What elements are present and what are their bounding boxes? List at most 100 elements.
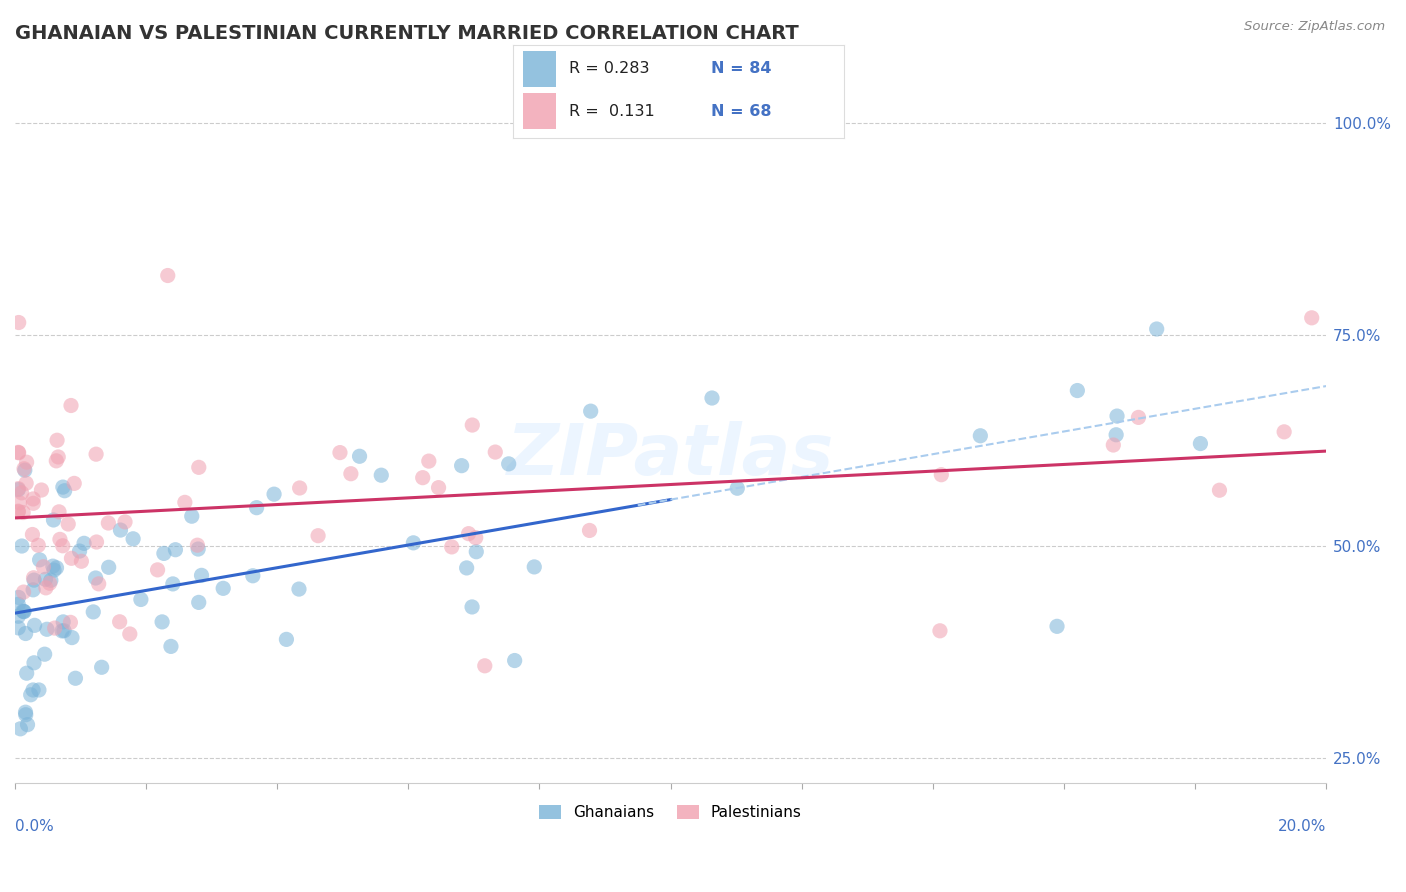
Point xyxy=(165,542,187,557)
Point xyxy=(97,516,120,530)
Point xyxy=(700,391,723,405)
Point xyxy=(22,573,45,587)
Text: N = 68: N = 68 xyxy=(711,103,772,119)
Point xyxy=(412,471,434,485)
Point xyxy=(35,581,58,595)
Point xyxy=(35,622,58,636)
Point xyxy=(288,481,311,495)
Point xyxy=(11,506,34,520)
Point xyxy=(28,553,51,567)
Point xyxy=(162,577,184,591)
Point xyxy=(498,457,520,471)
Point xyxy=(46,434,69,448)
Point xyxy=(11,539,34,553)
Point xyxy=(22,656,45,670)
Point xyxy=(474,658,496,673)
Point xyxy=(461,599,484,614)
Point xyxy=(45,454,67,468)
Point xyxy=(49,533,72,547)
Point xyxy=(51,624,73,638)
Point xyxy=(114,515,136,529)
FancyBboxPatch shape xyxy=(523,94,557,129)
Point xyxy=(349,450,371,464)
Point xyxy=(42,513,65,527)
Point xyxy=(288,582,311,596)
Point xyxy=(7,446,30,460)
Point xyxy=(90,660,112,674)
Point xyxy=(173,495,195,509)
Point xyxy=(7,609,30,624)
Point xyxy=(32,559,55,574)
Point xyxy=(1046,619,1069,633)
Point xyxy=(170,793,193,807)
Point xyxy=(7,504,30,518)
Point xyxy=(484,445,506,459)
Point xyxy=(307,529,329,543)
Text: GHANAIAN VS PALESTINIAN CURRENTLY MARRIED CORRELATION CHART: GHANAIAN VS PALESTINIAN CURRENTLY MARRIE… xyxy=(15,24,799,43)
Point xyxy=(34,647,56,661)
Point xyxy=(1128,410,1150,425)
Point xyxy=(246,500,269,515)
Point xyxy=(180,509,202,524)
Point xyxy=(187,460,209,475)
Point xyxy=(7,482,30,496)
Point xyxy=(13,605,35,619)
Point xyxy=(402,536,425,550)
Point xyxy=(7,591,30,605)
Point xyxy=(24,618,46,632)
Point xyxy=(17,717,39,731)
Point xyxy=(60,631,83,645)
Point xyxy=(46,450,69,464)
Point xyxy=(457,526,479,541)
Point xyxy=(20,688,42,702)
Point xyxy=(48,505,70,519)
Point xyxy=(187,595,209,609)
Point xyxy=(464,531,486,545)
Point xyxy=(69,544,91,558)
Point xyxy=(30,483,52,497)
Point xyxy=(465,545,488,559)
Point xyxy=(84,447,107,461)
Point xyxy=(276,632,298,647)
Point xyxy=(14,626,37,640)
Point xyxy=(10,486,32,500)
Point xyxy=(418,454,440,468)
Point xyxy=(440,540,463,554)
Point xyxy=(14,705,37,719)
Point xyxy=(73,536,96,550)
Point xyxy=(42,563,65,577)
Point xyxy=(461,418,484,433)
Text: R = 0.283: R = 0.283 xyxy=(569,62,650,77)
Point xyxy=(53,624,76,638)
Point xyxy=(190,568,212,582)
Legend: Ghanaians, Palestinians: Ghanaians, Palestinians xyxy=(533,798,807,826)
Text: Source: ZipAtlas.com: Source: ZipAtlas.com xyxy=(1244,20,1385,33)
Point xyxy=(44,621,66,635)
Point xyxy=(1105,427,1128,442)
Point xyxy=(456,561,478,575)
Point xyxy=(427,481,450,495)
Point xyxy=(34,572,56,586)
Point xyxy=(1189,436,1212,450)
Point xyxy=(52,480,75,494)
Point xyxy=(129,592,152,607)
Point xyxy=(370,468,392,483)
Point xyxy=(21,527,44,541)
FancyBboxPatch shape xyxy=(523,51,557,87)
Point xyxy=(242,568,264,582)
Point xyxy=(1146,322,1168,336)
Point xyxy=(60,551,83,566)
Point xyxy=(146,563,169,577)
Point xyxy=(22,582,45,597)
Point xyxy=(84,571,107,585)
Point xyxy=(1208,483,1230,498)
Point xyxy=(212,582,235,596)
Text: ZIPatlas: ZIPatlas xyxy=(506,421,834,491)
Point xyxy=(7,505,30,519)
Point xyxy=(7,316,30,330)
Point xyxy=(70,554,93,568)
Point xyxy=(86,535,108,549)
Point xyxy=(1272,425,1295,439)
Point xyxy=(579,404,602,418)
Point xyxy=(10,722,32,736)
